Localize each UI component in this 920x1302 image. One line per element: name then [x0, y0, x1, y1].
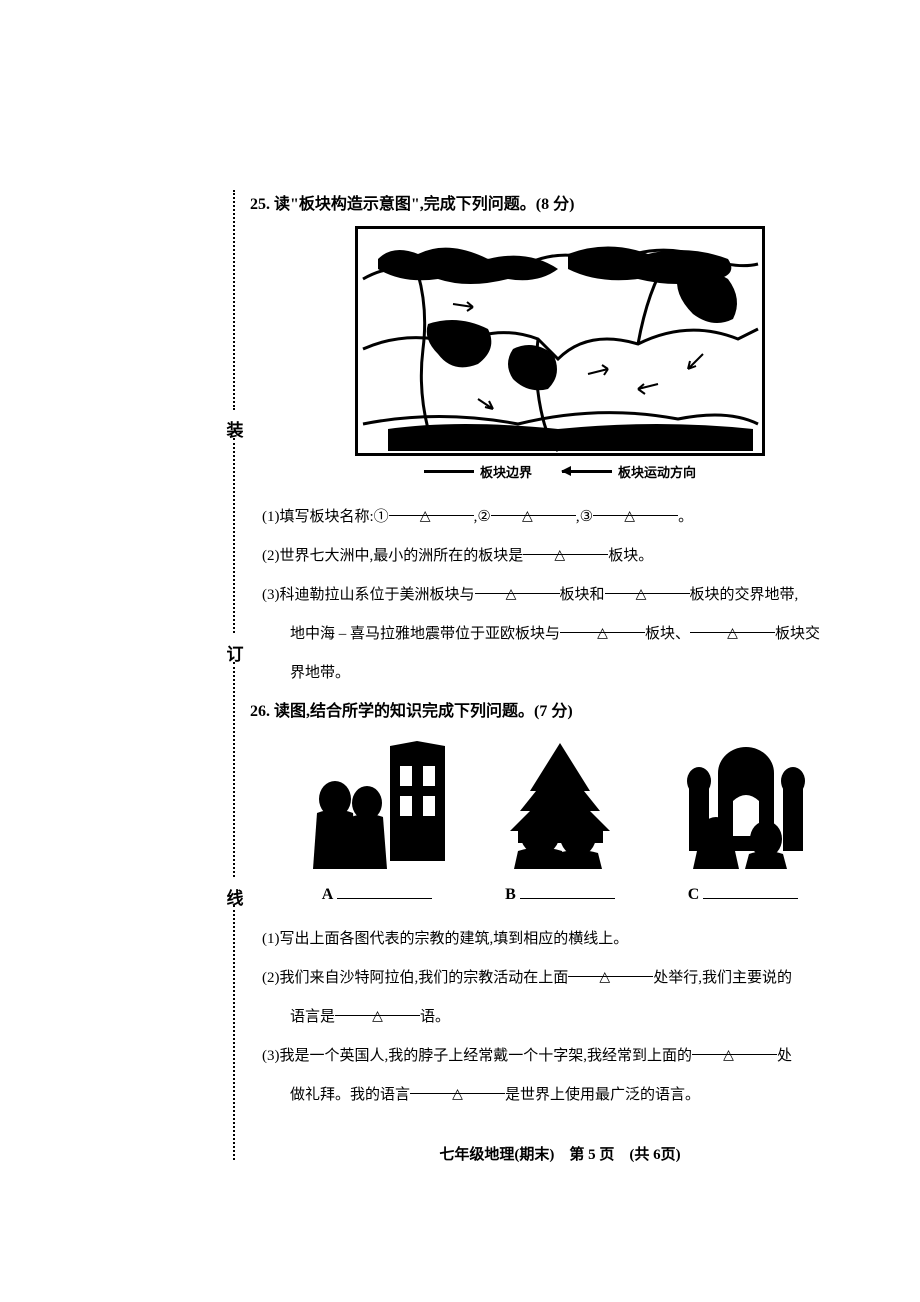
dotted-line — [233, 905, 235, 1160]
q25-sub3-l1-end: 板块的交界地带, — [690, 587, 799, 603]
q26-sub2-line2: 语言是△语。 — [250, 998, 870, 1037]
triangle-icon: △ — [506, 587, 517, 602]
binding-char-zhuang: 装 — [225, 416, 245, 441]
q26-sub3-line1: (3)我是一个英国人,我的脖子上经常戴一个十字架,我经常到上面的△处 — [262, 1037, 870, 1076]
label-b-group: B — [478, 881, 643, 904]
blank — [520, 881, 615, 899]
page-footer: 七年级地理(期末) 第 5 页 (共 6页) — [250, 1143, 870, 1164]
q25-sub3-l2-pre: 地中海 – 喜马拉雅地震带位于亚欧板块与 — [290, 626, 560, 642]
triangle-icon: △ — [624, 509, 635, 524]
q26-images-row — [280, 741, 840, 871]
q25-map: ① ② ③ 板块边界 板块运动方向 — [355, 226, 765, 486]
q26-sub2-line1: (2)我们来自沙特阿拉伯,我们的宗教活动在上面△处举行,我们主要说的 — [262, 959, 870, 998]
q25-sub3-l2-end: 板块交 — [775, 626, 820, 642]
q26-sub3-l2-end: 是世界上使用最广泛的语言。 — [505, 1087, 700, 1103]
q25-header: 25. 读"板块构造示意图",完成下列问题。(8 分) — [250, 190, 870, 214]
legend-direction-label: 板块运动方向 — [618, 462, 696, 481]
blank: △ — [475, 576, 560, 594]
triangle-icon: △ — [636, 587, 647, 602]
binding-margin: 装 订 线 — [225, 190, 245, 1160]
map-legend: 板块边界 板块运动方向 — [355, 462, 765, 481]
q25-sub3-l2-mid: 板块、 — [645, 626, 690, 642]
blank: △ — [593, 498, 678, 516]
label-a: A — [322, 886, 334, 904]
triangle-icon: △ — [554, 548, 565, 563]
q26-sub1: (1)写出上面各图代表的宗教的建筑,填到相应的横线上。 — [262, 920, 870, 959]
q25-sub3-l1-pre: (3)科迪勒拉山系位于美洲板块与 — [262, 587, 475, 603]
q25-sub3-line2: 地中海 – 喜马拉雅地震带位于亚欧板块与△板块、△板块交 — [250, 615, 870, 654]
blank — [703, 881, 798, 899]
label-a-group: A — [295, 881, 460, 904]
plate-map-svg — [358, 229, 762, 453]
blank: △ — [335, 998, 420, 1016]
blank — [337, 881, 432, 899]
map-label-3: ③ — [548, 429, 564, 450]
dotted-line — [233, 662, 235, 877]
map-label-1: ① — [681, 282, 697, 303]
q25-sub3-line1: (3)科迪勒拉山系位于美洲板块与△板块和△板块的交界地带, — [262, 576, 870, 615]
triangle-icon: △ — [522, 509, 533, 524]
q26-labels-row: A B C — [280, 881, 840, 904]
map-frame: ① ② ③ — [355, 226, 765, 456]
blank: △ — [560, 615, 645, 633]
q26-sub2-l2-end: 语。 — [420, 1009, 450, 1025]
christianity-img — [295, 741, 460, 871]
legend-boundary: 板块边界 — [424, 462, 532, 481]
blank: △ — [523, 537, 608, 555]
q25-sub1: (1)填写板块名称:①△,②△,③△。 — [262, 498, 870, 537]
q26-sub3-l2-pre: 做礼拜。我的语言 — [290, 1087, 410, 1103]
q25-sub2: (2)世界七大洲中,最小的洲所在的板块是△板块。 — [262, 537, 870, 576]
islam-img — [661, 741, 826, 871]
buddhism-img — [478, 741, 643, 871]
map-label-2: ② — [536, 369, 552, 390]
religion-img-c — [661, 741, 826, 871]
blank: △ — [690, 615, 775, 633]
religion-img-a — [295, 741, 460, 871]
q26-header: 26. 读图,结合所学的知识完成下列问题。(7 分) — [250, 697, 870, 721]
q25-sub3-line3: 界地带。 — [250, 654, 870, 693]
q26-sub2-l2-pre: 语言是 — [290, 1009, 335, 1025]
triangle-icon: △ — [420, 509, 431, 524]
blank: △ — [605, 576, 690, 594]
label-c: C — [688, 886, 700, 904]
q25-sub1-end: 。 — [678, 509, 693, 525]
q26-sub2-mid: 处举行,我们主要说的 — [653, 970, 792, 986]
religion-img-b — [478, 741, 643, 871]
q26-sub2-pre: (2)我们来自沙特阿拉伯,我们的宗教活动在上面 — [262, 970, 568, 986]
label-b: B — [505, 886, 516, 904]
blank: △ — [568, 959, 653, 977]
legend-direction: 板块运动方向 — [562, 462, 696, 481]
q26-sub3-end: 处 — [777, 1048, 792, 1064]
page-content: 25. 读"板块构造示意图",完成下列问题。(8 分) — [250, 190, 870, 1164]
dotted-line — [233, 190, 235, 410]
triangle-icon: △ — [599, 970, 610, 985]
triangle-icon: △ — [372, 1009, 383, 1024]
legend-arrow-icon — [562, 470, 612, 473]
blank: △ — [692, 1037, 777, 1055]
binding-char-ding: 订 — [225, 640, 245, 665]
label-c-group: C — [661, 881, 826, 904]
legend-boundary-label: 板块边界 — [480, 462, 532, 481]
legend-line-icon — [424, 470, 474, 473]
blank: △ — [389, 498, 474, 516]
blank: △ — [410, 1076, 505, 1094]
dotted-line — [233, 438, 235, 633]
triangle-icon: △ — [727, 626, 738, 641]
q25-sub2-pre: (2)世界七大洲中,最小的洲所在的板块是 — [262, 548, 523, 564]
q25-sub1-mid2: ,③ — [576, 509, 593, 525]
q25-sub2-end: 板块。 — [608, 548, 653, 564]
triangle-icon: △ — [597, 626, 608, 641]
blank: △ — [491, 498, 576, 516]
binding-char-xian: 线 — [225, 884, 245, 909]
q26-sub3-pre: (3)我是一个英国人,我的脖子上经常戴一个十字架,我经常到上面的 — [262, 1048, 692, 1064]
triangle-icon: △ — [452, 1087, 463, 1102]
q25-sub3-l1-mid: 板块和 — [560, 587, 605, 603]
triangle-icon: △ — [723, 1048, 734, 1063]
q26-sub3-line2: 做礼拜。我的语言△是世界上使用最广泛的语言。 — [250, 1076, 870, 1115]
q25-sub1-pre: (1)填写板块名称:① — [262, 509, 389, 525]
q25-sub1-mid1: ,② — [474, 509, 491, 525]
